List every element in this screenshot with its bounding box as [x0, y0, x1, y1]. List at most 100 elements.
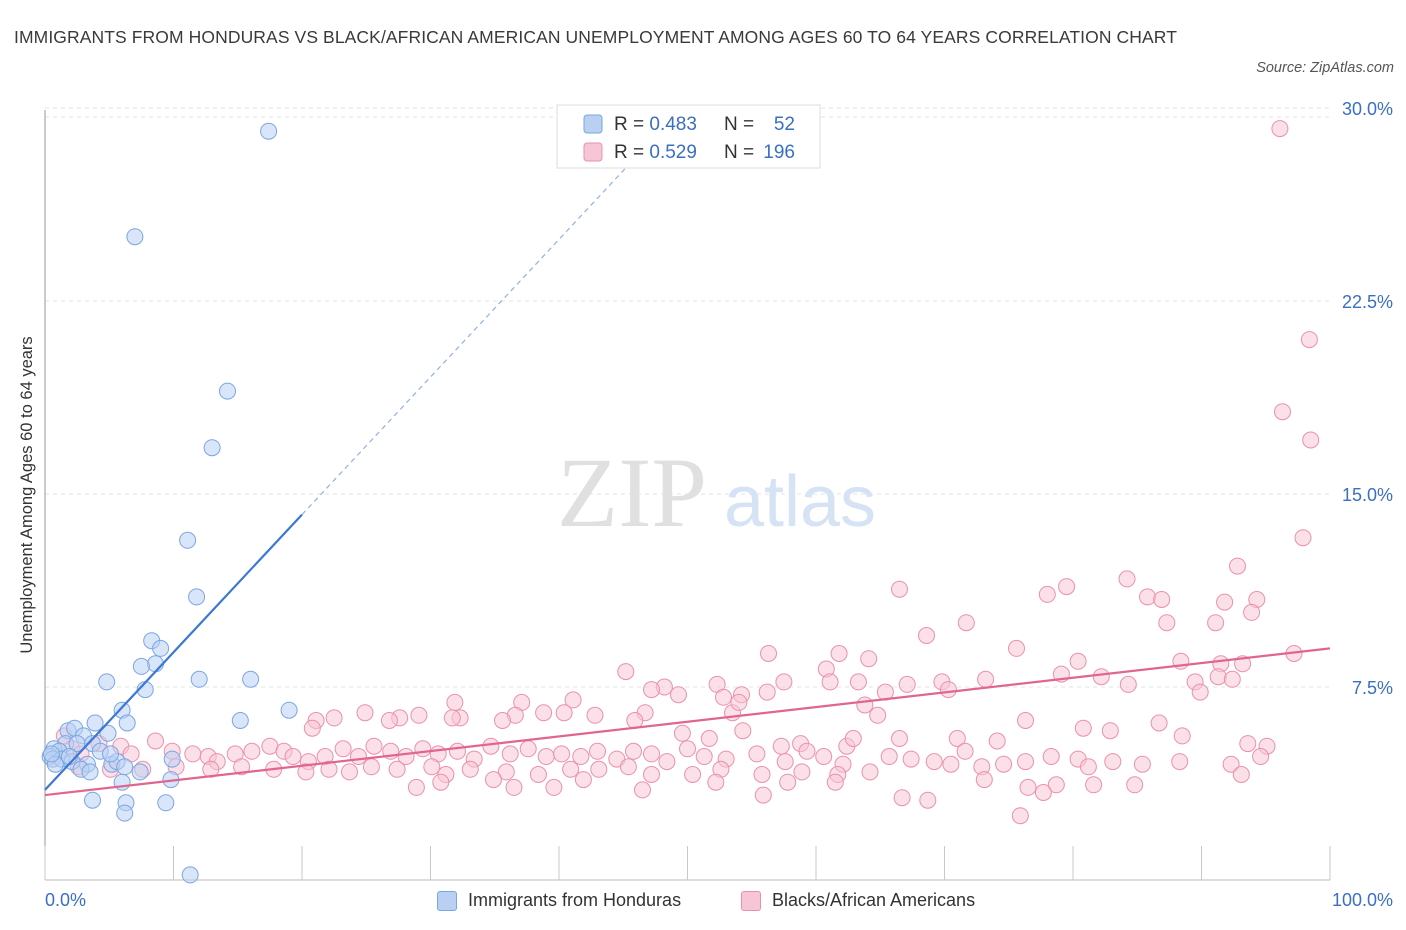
point-blacks-african-americans	[643, 681, 660, 699]
point-blacks-african-americans	[939, 681, 957, 699]
point-immigrants-from-honduras	[190, 670, 208, 688]
legend-bottom: Immigrants from Honduras Blacks/African …	[0, 888, 1406, 918]
point-blacks-african-americans	[233, 758, 251, 776]
point-blacks-african-americans	[919, 791, 937, 809]
point-blacks-african-americans	[856, 696, 874, 714]
point-blacks-african-americans	[1047, 776, 1065, 794]
point-immigrants-from-honduras	[157, 794, 175, 812]
point-immigrants-from-honduras	[86, 714, 104, 732]
point-blacks-african-americans	[482, 737, 500, 755]
point-blacks-african-americans	[1011, 807, 1029, 825]
y-tick-labels: 7.5% 15.0% 22.5% 30.0%	[1342, 99, 1393, 698]
point-blacks-african-americans	[1239, 735, 1257, 753]
legend-r-label: R =	[614, 142, 649, 163]
point-blacks-african-americans	[334, 740, 352, 758]
point-blacks-african-americans	[202, 760, 220, 778]
point-blacks-african-americans	[617, 663, 635, 681]
point-blacks-african-americans	[844, 730, 862, 747]
point-blacks-african-americans	[700, 730, 718, 747]
point-blacks-african-americans	[1069, 652, 1087, 670]
point-immigrants-from-honduras	[203, 439, 221, 457]
point-blacks-african-americans	[695, 748, 713, 765]
point-blacks-african-americans	[893, 789, 911, 807]
point-blacks-african-americans	[1079, 758, 1097, 776]
point-immigrants-from-honduras	[118, 714, 136, 732]
point-blacks-african-americans	[485, 771, 502, 789]
point-blacks-african-americans	[643, 745, 660, 763]
point-immigrants-from-honduras	[179, 531, 197, 549]
point-blacks-african-americans	[461, 760, 479, 778]
point-blacks-african-americans	[891, 730, 908, 747]
legend-bottom-label-honduras: Immigrants from Honduras	[468, 890, 682, 910]
point-blacks-african-americans	[898, 675, 916, 693]
point-blacks-african-americans	[753, 766, 771, 783]
series-immigrants-from-honduras	[41, 122, 298, 884]
point-blacks-african-americans	[519, 740, 537, 758]
legend-n-value: 52	[774, 114, 795, 135]
point-immigrants-from-honduras	[219, 382, 236, 400]
point-blacks-african-americans	[1222, 755, 1240, 773]
point-blacks-african-americans	[410, 706, 428, 724]
svg-text:N =: N =	[724, 114, 754, 135]
point-immigrants-from-honduras	[102, 745, 119, 763]
point-immigrants-from-honduras	[99, 724, 117, 742]
point-immigrants-from-honduras	[280, 701, 298, 719]
point-blacks-african-americans	[1271, 120, 1289, 138]
point-blacks-african-americans	[918, 627, 935, 644]
point-blacks-african-americans	[261, 737, 279, 755]
point-blacks-african-americans	[860, 650, 878, 668]
point-blacks-african-americans	[443, 709, 461, 727]
point-blacks-african-americans	[356, 704, 374, 722]
point-blacks-african-americans	[303, 719, 321, 737]
point-blacks-african-americans	[1223, 670, 1241, 688]
point-blacks-african-americans	[821, 673, 839, 691]
point-blacks-african-americans	[707, 773, 725, 791]
point-blacks-african-americans	[1229, 557, 1246, 575]
legend-n-label: N =	[724, 142, 754, 163]
point-blacks-african-americans	[407, 778, 425, 796]
point-blacks-african-americans	[562, 760, 580, 778]
point-blacks-african-americans	[1173, 727, 1191, 745]
point-blacks-african-americans	[505, 778, 523, 796]
point-blacks-african-americans	[798, 742, 816, 760]
point-blacks-african-americans	[320, 760, 338, 778]
point-blacks-african-americans	[1034, 784, 1052, 801]
point-blacks-african-americans	[643, 766, 660, 783]
point-blacks-african-americans	[564, 691, 582, 709]
point-blacks-african-americans	[535, 704, 553, 722]
legend-top: R = 0.483 N = 52 R = 0.529 N = 196	[556, 104, 821, 169]
point-immigrants-from-honduras	[42, 745, 60, 763]
point-blacks-african-americans	[679, 740, 696, 758]
point-blacks-african-americans	[1008, 639, 1025, 657]
point-blacks-african-americans	[1038, 585, 1056, 603]
point-blacks-african-americans	[734, 722, 752, 740]
point-blacks-african-americans	[1119, 675, 1137, 693]
point-blacks-african-americans	[1302, 431, 1320, 449]
gridlines	[45, 107, 1330, 688]
y-tick-label: 30.0%	[1342, 99, 1393, 119]
legend-bottom-swatch-pink	[741, 891, 761, 911]
point-blacks-african-americans	[776, 753, 794, 771]
point-immigrants-from-honduras	[242, 670, 260, 688]
point-immigrants-from-honduras	[84, 791, 101, 809]
legend-r-value: 0.483	[649, 114, 697, 135]
point-blacks-african-americans	[380, 712, 398, 729]
point-blacks-african-americans	[574, 771, 592, 789]
point-blacks-african-americans	[779, 773, 797, 791]
point-blacks-african-americans	[758, 683, 776, 701]
point-blacks-african-americans	[948, 730, 966, 747]
point-blacks-african-americans	[414, 740, 432, 758]
point-blacks-african-americans	[1118, 570, 1136, 588]
point-blacks-african-americans	[350, 748, 367, 765]
watermark-zip: ZIP	[557, 437, 707, 548]
point-blacks-african-americans	[684, 766, 702, 783]
point-blacks-african-americans	[1017, 753, 1034, 771]
x-tick-label-min: 0.0%	[45, 890, 87, 910]
point-blacks-african-americans	[1252, 748, 1270, 765]
svg-text:R = 0.483: R = 0.483	[614, 114, 697, 135]
legend-n-value: 196	[763, 142, 795, 163]
point-blacks-african-americans	[586, 706, 604, 724]
point-blacks-african-americans	[553, 745, 571, 763]
point-blacks-african-americans	[869, 706, 887, 724]
